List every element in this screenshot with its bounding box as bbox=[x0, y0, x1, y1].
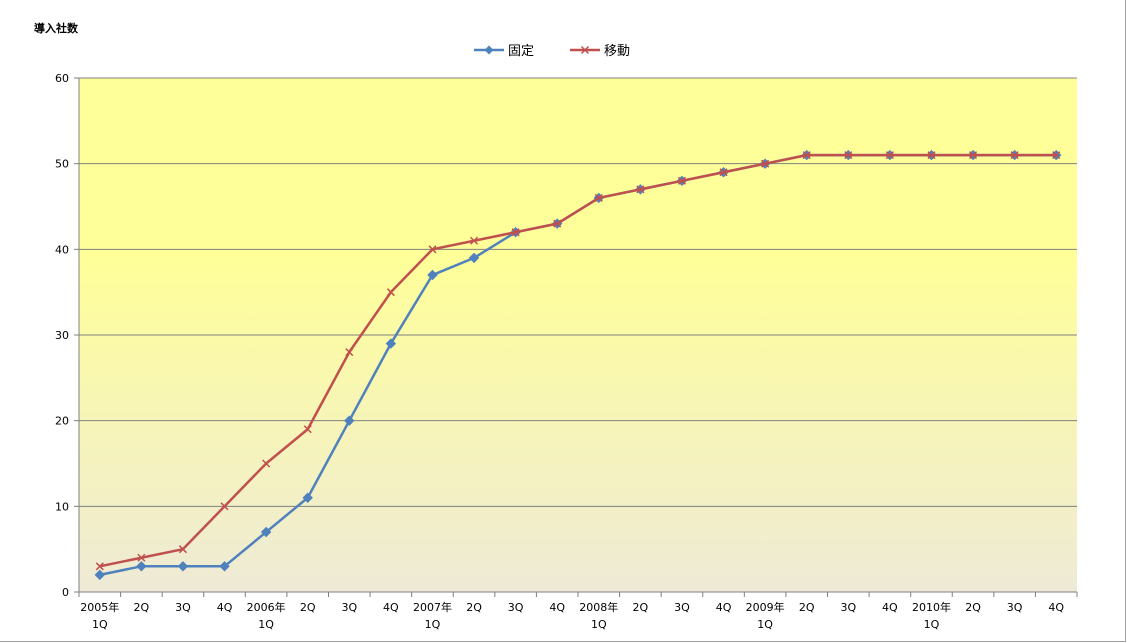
legend-item: 固定 bbox=[474, 44, 534, 59]
legend: 固定 移動 bbox=[474, 44, 630, 59]
data-point bbox=[94, 569, 105, 581]
x-tick-label: 2008年 1Q bbox=[579, 600, 618, 631]
y-tick-label: 40 bbox=[55, 243, 69, 256]
series-2 bbox=[95, 151, 1061, 571]
x-tick-label: 2Q bbox=[965, 601, 981, 614]
x-tick-label: 4Q bbox=[217, 601, 233, 614]
x-tick-label: 4Q bbox=[716, 601, 732, 614]
x-tick-label: 2007年 1Q bbox=[413, 600, 452, 631]
x-tick-label: 2009年 1Q bbox=[746, 600, 785, 631]
x-tick-label: 4Q bbox=[383, 601, 399, 614]
data-point bbox=[427, 269, 438, 281]
y-tick-label: 30 bbox=[55, 329, 69, 342]
legend-marker bbox=[580, 45, 590, 55]
data-point bbox=[260, 526, 272, 538]
x-tick-label: 2Q bbox=[633, 601, 649, 614]
data-point bbox=[262, 459, 271, 468]
x-tick-labels: 2005年 1Q 2Q 3Q 4Q 2006年 1Q 2Q 3Q 4Q 2007年 1Q 2Q 3Q 4Q 2… bbox=[80, 600, 1064, 631]
data-point bbox=[428, 245, 437, 254]
y-tick-label: 50 bbox=[55, 158, 69, 171]
gridlines bbox=[79, 77, 1077, 507]
x-tick-label: 4Q bbox=[882, 601, 898, 614]
x-tick-label: 3Q bbox=[1007, 601, 1023, 614]
legend-marker bbox=[484, 45, 494, 55]
y-tick-labels: 0 10 20 30 40 50 60 bbox=[55, 72, 69, 599]
x-tick-label: 2Q bbox=[134, 601, 150, 614]
x-tick-label: 3Q bbox=[508, 601, 524, 614]
data-point bbox=[677, 176, 686, 185]
data-point bbox=[802, 151, 811, 160]
data-point bbox=[344, 415, 355, 426]
x-tick-label: 3Q bbox=[674, 601, 690, 614]
data-point bbox=[95, 562, 104, 571]
y-tick-label: 10 bbox=[55, 500, 69, 513]
data-point bbox=[553, 219, 562, 228]
data-point bbox=[1010, 151, 1019, 160]
data-point bbox=[885, 151, 894, 160]
data-point bbox=[177, 561, 189, 572]
data-point bbox=[385, 338, 397, 349]
y-tick-label: 60 bbox=[55, 72, 69, 85]
data-point bbox=[220, 502, 229, 511]
data-point bbox=[761, 159, 770, 168]
series-line bbox=[99, 153, 1057, 568]
data-point bbox=[636, 185, 645, 194]
x-tick-label: 2Q bbox=[300, 601, 316, 614]
data-point bbox=[386, 288, 395, 297]
data-point bbox=[137, 553, 146, 562]
y-axis-title: 導入社数 bbox=[34, 21, 79, 35]
x-tick-label: 2Q bbox=[466, 601, 482, 614]
data-point bbox=[719, 168, 728, 177]
data-point bbox=[178, 545, 187, 554]
data-point bbox=[594, 193, 603, 202]
data-point bbox=[1052, 151, 1061, 160]
data-point bbox=[303, 425, 312, 434]
y-tick-label: 20 bbox=[55, 415, 69, 428]
legend-label: 固定 bbox=[508, 44, 534, 59]
data-point bbox=[969, 151, 978, 160]
data-point bbox=[844, 151, 853, 160]
data-point bbox=[927, 151, 936, 160]
axes bbox=[74, 77, 1078, 597]
series-layer bbox=[94, 149, 1062, 581]
x-tick-label: 4Q bbox=[549, 601, 565, 614]
data-point bbox=[345, 348, 354, 357]
x-tick-label: 3Q bbox=[840, 601, 856, 614]
x-tick-label: 3Q bbox=[341, 601, 357, 614]
data-point bbox=[219, 561, 230, 572]
legend-item: 移動 bbox=[570, 44, 630, 59]
x-tick-label: 2Q bbox=[799, 601, 815, 614]
x-tick-label: 2006年 1Q bbox=[247, 600, 286, 631]
x-tick-label: 4Q bbox=[1048, 601, 1064, 614]
data-point bbox=[302, 492, 313, 503]
data-point bbox=[470, 236, 479, 245]
data-point bbox=[511, 228, 520, 237]
data-point bbox=[468, 252, 480, 264]
x-tick-label: 2005年 1Q bbox=[80, 600, 119, 631]
y-tick-label: 0 bbox=[62, 586, 69, 599]
x-tick-label: 3Q bbox=[175, 601, 191, 614]
data-point bbox=[136, 561, 147, 572]
legend-label: 移動 bbox=[604, 44, 630, 59]
x-tick-label: 2010年 1Q bbox=[912, 600, 951, 631]
